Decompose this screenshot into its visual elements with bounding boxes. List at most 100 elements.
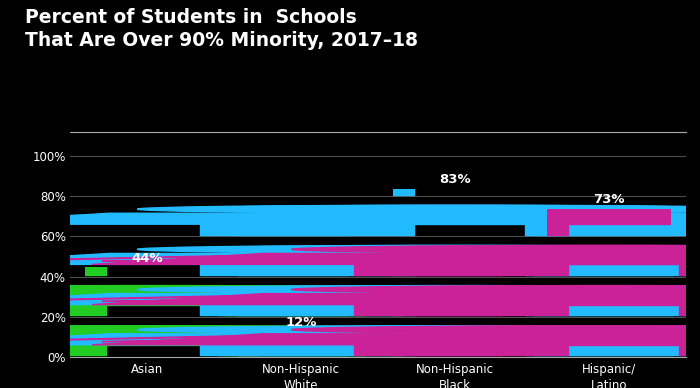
Circle shape xyxy=(137,246,700,253)
Bar xyxy=(525,264,673,275)
Polygon shape xyxy=(0,253,700,264)
Bar xyxy=(533,345,700,355)
Circle shape xyxy=(328,246,700,253)
Bar xyxy=(253,334,694,345)
Circle shape xyxy=(291,246,700,253)
Bar xyxy=(391,264,568,275)
Bar xyxy=(407,213,700,224)
Bar xyxy=(525,305,673,315)
Text: 44%: 44% xyxy=(131,251,163,265)
Polygon shape xyxy=(0,334,627,345)
Polygon shape xyxy=(92,213,700,224)
Circle shape xyxy=(174,165,700,173)
Bar xyxy=(687,224,700,235)
Text: Percent of Students in  Schools
That Are Over 90% Minority, 2017–18: Percent of Students in Schools That Are … xyxy=(25,8,417,50)
Bar xyxy=(533,184,700,195)
Polygon shape xyxy=(0,255,287,261)
Bar xyxy=(0,305,106,315)
Bar xyxy=(83,345,260,355)
Circle shape xyxy=(174,246,700,253)
Bar xyxy=(217,264,365,275)
Bar xyxy=(217,305,365,315)
Circle shape xyxy=(291,286,700,293)
Bar xyxy=(525,345,673,355)
Text: 73%: 73% xyxy=(594,193,624,206)
Circle shape xyxy=(174,205,700,213)
Bar xyxy=(237,224,414,235)
Bar xyxy=(225,264,402,275)
Bar xyxy=(687,264,700,275)
Bar xyxy=(200,345,348,355)
Bar xyxy=(354,305,502,315)
Bar xyxy=(391,224,568,235)
Bar xyxy=(200,184,348,195)
Bar xyxy=(407,294,700,305)
Polygon shape xyxy=(0,175,287,181)
Polygon shape xyxy=(102,215,441,221)
Circle shape xyxy=(0,326,582,334)
Bar xyxy=(253,294,694,305)
Circle shape xyxy=(0,326,465,334)
Circle shape xyxy=(328,205,700,213)
Polygon shape xyxy=(660,295,700,301)
Bar xyxy=(0,253,386,264)
Polygon shape xyxy=(92,334,700,345)
Bar xyxy=(200,305,348,315)
Polygon shape xyxy=(422,255,700,261)
Bar xyxy=(0,305,40,315)
Bar xyxy=(237,264,414,275)
Bar xyxy=(0,345,106,355)
Bar xyxy=(679,305,700,315)
Polygon shape xyxy=(576,335,700,341)
Polygon shape xyxy=(102,295,441,301)
Polygon shape xyxy=(0,334,700,345)
Bar xyxy=(200,264,348,275)
Polygon shape xyxy=(0,294,700,305)
Polygon shape xyxy=(422,295,700,301)
Bar xyxy=(237,345,414,355)
Polygon shape xyxy=(0,253,627,264)
Bar xyxy=(525,224,673,235)
Bar xyxy=(0,345,40,355)
Bar xyxy=(0,264,40,275)
Circle shape xyxy=(0,286,465,293)
Bar xyxy=(225,305,402,315)
Polygon shape xyxy=(92,253,700,264)
Bar xyxy=(0,294,386,305)
Bar xyxy=(533,264,700,275)
Polygon shape xyxy=(0,295,287,301)
Bar xyxy=(0,264,106,275)
Bar xyxy=(237,184,414,195)
Polygon shape xyxy=(660,175,700,181)
Polygon shape xyxy=(352,255,691,261)
Bar xyxy=(225,345,402,355)
Polygon shape xyxy=(0,255,143,261)
Bar xyxy=(99,334,540,345)
Polygon shape xyxy=(102,255,441,261)
Bar xyxy=(407,334,700,345)
Polygon shape xyxy=(92,294,700,305)
Polygon shape xyxy=(0,215,287,221)
Bar xyxy=(679,264,700,275)
Polygon shape xyxy=(352,335,691,341)
Bar xyxy=(46,345,194,355)
Bar xyxy=(679,224,700,235)
Circle shape xyxy=(0,246,465,253)
Polygon shape xyxy=(0,255,297,261)
Polygon shape xyxy=(660,255,700,261)
Circle shape xyxy=(137,165,700,173)
Polygon shape xyxy=(0,335,133,341)
Circle shape xyxy=(328,326,700,334)
Bar xyxy=(200,224,348,235)
Bar xyxy=(679,345,700,355)
Polygon shape xyxy=(0,294,627,305)
Circle shape xyxy=(0,246,428,253)
Bar xyxy=(391,305,568,315)
Polygon shape xyxy=(0,295,143,301)
Polygon shape xyxy=(352,295,691,301)
Bar xyxy=(533,224,700,235)
Polygon shape xyxy=(0,175,143,181)
Circle shape xyxy=(328,286,700,293)
Circle shape xyxy=(137,286,700,293)
Bar xyxy=(253,253,694,264)
